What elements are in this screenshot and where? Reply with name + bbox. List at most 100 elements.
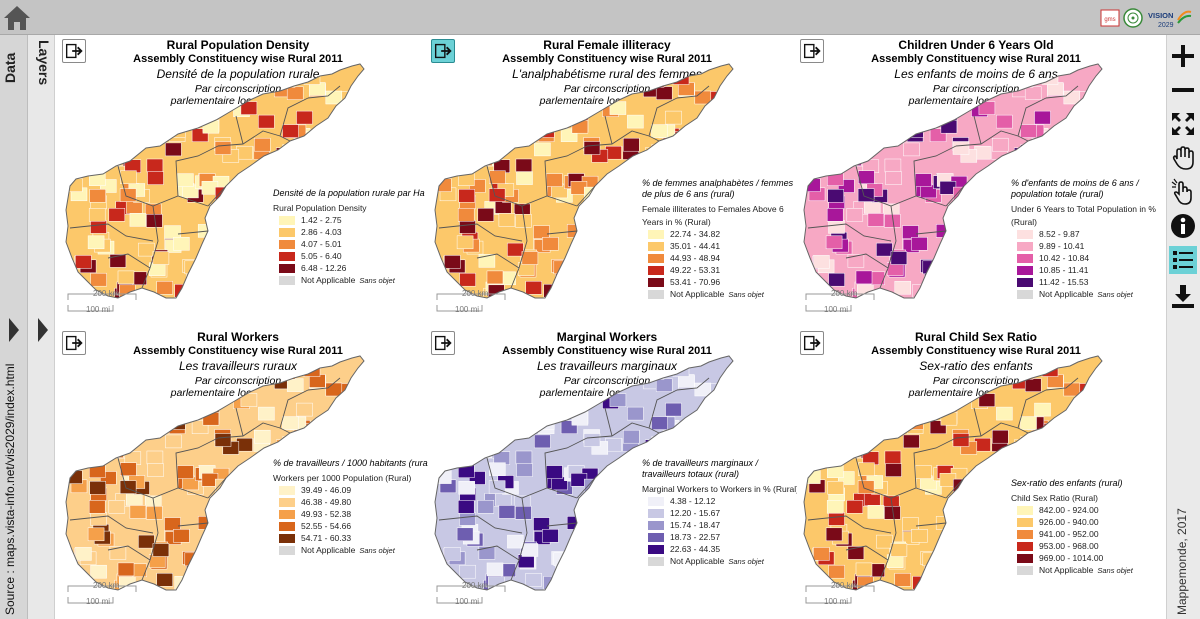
constituency-area[interactable] — [469, 96, 486, 111]
constituency-area[interactable] — [542, 237, 559, 251]
constituency-area[interactable] — [651, 436, 668, 450]
constituency-area[interactable] — [1099, 459, 1116, 474]
constituency-area[interactable] — [147, 171, 164, 185]
constituency-area[interactable] — [1021, 68, 1038, 82]
constituency-area[interactable] — [1042, 443, 1060, 457]
constituency-area[interactable] — [575, 566, 592, 581]
constituency-area[interactable] — [510, 108, 527, 123]
constituency-area[interactable] — [459, 440, 477, 455]
constituency-area[interactable] — [344, 581, 362, 595]
constituency-area[interactable] — [515, 158, 533, 173]
info-icon[interactable] — [1169, 212, 1197, 240]
constituency-area[interactable] — [575, 553, 593, 568]
constituency-area[interactable] — [498, 213, 516, 227]
constituency-area[interactable] — [581, 577, 598, 591]
constituency-area[interactable] — [206, 566, 223, 581]
constituency-area[interactable] — [456, 527, 474, 542]
constituency-area[interactable] — [588, 578, 606, 592]
constituency-area[interactable] — [87, 527, 105, 542]
constituency-area[interactable] — [586, 236, 604, 251]
constituency-area[interactable] — [689, 568, 706, 583]
constituency-area[interactable] — [626, 233, 644, 248]
constituency-area[interactable] — [879, 400, 896, 415]
constituency-area[interactable] — [588, 286, 606, 300]
constituency-area[interactable] — [813, 255, 830, 269]
constituency-area[interactable] — [838, 359, 856, 374]
constituency-area[interactable] — [164, 225, 181, 239]
constituency-area[interactable] — [100, 359, 118, 374]
constituency-area[interactable] — [584, 205, 602, 220]
constituency-area[interactable] — [1020, 144, 1037, 158]
constituency-area[interactable] — [253, 259, 271, 274]
constituency-area[interactable] — [992, 137, 1009, 152]
constituency-area[interactable] — [1080, 579, 1097, 593]
constituency-area[interactable] — [820, 393, 837, 408]
constituency-area[interactable] — [961, 593, 977, 606]
constituency-area[interactable] — [488, 480, 506, 494]
constituency-area[interactable] — [163, 595, 179, 608]
constituency-area[interactable] — [244, 507, 261, 522]
constituency-area[interactable] — [100, 96, 117, 111]
constituency-area[interactable] — [238, 259, 256, 274]
constituency-area[interactable] — [828, 564, 845, 579]
constituency-area[interactable] — [831, 356, 849, 370]
constituency-area[interactable] — [363, 87, 380, 101]
constituency-area[interactable] — [944, 261, 962, 276]
constituency-area[interactable] — [982, 461, 1000, 475]
constituency-area[interactable] — [515, 450, 533, 465]
constituency-area[interactable] — [230, 70, 248, 85]
constituency-area[interactable] — [665, 402, 682, 417]
constituency-area[interactable] — [866, 128, 883, 143]
constituency-area[interactable] — [118, 435, 135, 449]
constituency-area[interactable] — [488, 367, 505, 381]
constituency-area[interactable] — [217, 528, 235, 543]
constituency-area[interactable] — [953, 564, 970, 578]
constituency-area[interactable] — [231, 526, 249, 540]
constituency-area[interactable] — [1021, 360, 1038, 374]
constituency-area[interactable] — [825, 235, 843, 250]
constituency-area[interactable] — [534, 142, 551, 157]
constituency-area[interactable] — [178, 83, 196, 97]
constituency-area[interactable] — [817, 146, 834, 160]
constituency-area[interactable] — [173, 529, 190, 543]
constituency-area[interactable] — [1018, 588, 1036, 602]
constituency-area[interactable] — [502, 584, 520, 598]
constituency-area[interactable] — [694, 382, 712, 397]
constituency-area[interactable] — [365, 151, 381, 164]
constituency-area[interactable] — [577, 583, 594, 597]
constituency-area[interactable] — [216, 211, 234, 226]
constituency-area[interactable] — [545, 68, 562, 83]
constituency-area[interactable] — [66, 149, 83, 164]
constituency-area[interactable] — [612, 215, 629, 229]
constituency-area[interactable] — [817, 438, 834, 452]
constituency-area[interactable] — [575, 261, 593, 276]
constituency-area[interactable] — [694, 90, 712, 105]
constituency-area[interactable] — [1034, 110, 1051, 125]
constituency-area[interactable] — [108, 120, 126, 134]
constituency-area[interactable] — [808, 432, 826, 447]
constituency-area[interactable] — [991, 551, 1009, 566]
constituency-area[interactable] — [133, 292, 151, 306]
constituency-area[interactable] — [340, 91, 358, 105]
constituency-area[interactable] — [825, 527, 843, 542]
constituency-area[interactable] — [457, 500, 475, 514]
constituency-area[interactable] — [109, 254, 127, 268]
constituency-area[interactable] — [93, 356, 111, 370]
constituency-area[interactable] — [215, 564, 232, 578]
constituency-area[interactable] — [173, 237, 190, 251]
constituency-area[interactable] — [564, 267, 582, 281]
constituency-area[interactable] — [972, 571, 990, 585]
constituency-area[interactable] — [734, 364, 750, 377]
constituency-area[interactable] — [305, 423, 323, 437]
constituency-area[interactable] — [285, 297, 303, 311]
constituency-area[interactable] — [726, 155, 743, 169]
constituency-area[interactable] — [497, 128, 514, 143]
constituency-area[interactable] — [254, 429, 271, 444]
constituency-area[interactable] — [486, 135, 504, 150]
constituency-area[interactable] — [243, 507, 260, 521]
zoom-out-icon[interactable] — [1169, 76, 1197, 104]
constituency-area[interactable] — [826, 500, 844, 514]
constituency-area[interactable] — [325, 565, 342, 580]
constituency-area[interactable] — [365, 443, 381, 456]
constituency-area[interactable] — [943, 384, 960, 398]
